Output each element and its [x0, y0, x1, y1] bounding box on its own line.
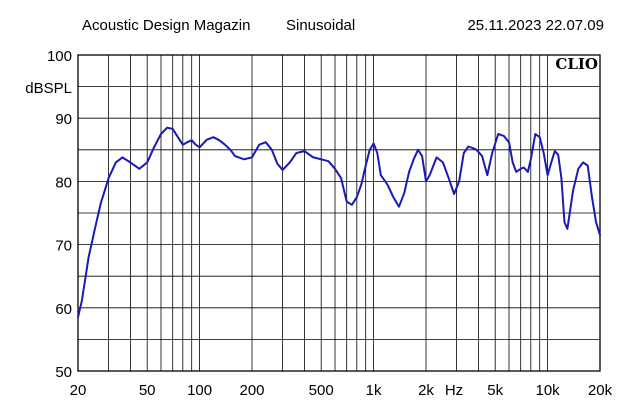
signal-type-label: Sinusoidal [286, 17, 356, 34]
plot-frame [77, 54, 601, 372]
x-tick-label: 200 [239, 382, 264, 399]
y-tick-label: 50 [55, 364, 72, 381]
x-tick-label: 50 [139, 382, 156, 399]
x-tick-label: 500 [309, 382, 334, 399]
x-axis-tick-labels: 20 50 100 200 500 1k 2k 5k 10k 20k [70, 382, 613, 399]
x-tick-label: 20k [588, 382, 613, 399]
series-group [77, 126, 601, 319]
y-tick-label: 80 [55, 174, 72, 191]
x-tick-label: 5k [487, 382, 503, 399]
x-tick-label: 20 [70, 382, 87, 399]
x-tick-label: 1k [366, 382, 382, 399]
clio-logo-backdrop [554, 57, 598, 72]
clio-logo: CLIO [555, 55, 598, 73]
x-tick-label: 10k [536, 382, 561, 399]
y-axis-label: dBSPL [25, 80, 72, 97]
y-axis-tick-labels: 50 60 70 80 90 100 [47, 48, 72, 381]
frequency-response-line [77, 126, 601, 319]
y-tick-label: 70 [55, 238, 72, 255]
x-tick-label: 2k [418, 382, 434, 399]
x-tick-label: 100 [187, 382, 212, 399]
grid-lines [78, 55, 600, 371]
y-tick-label: 100 [47, 48, 72, 65]
y-tick-label: 90 [55, 111, 72, 128]
y-tick-label: 60 [55, 301, 72, 318]
x-axis-unit-label: Hz [445, 382, 463, 399]
timestamp-label: 25.11.2023 22.07.09 [467, 17, 604, 34]
chart-source-label: Acoustic Design Magazin [82, 17, 251, 34]
